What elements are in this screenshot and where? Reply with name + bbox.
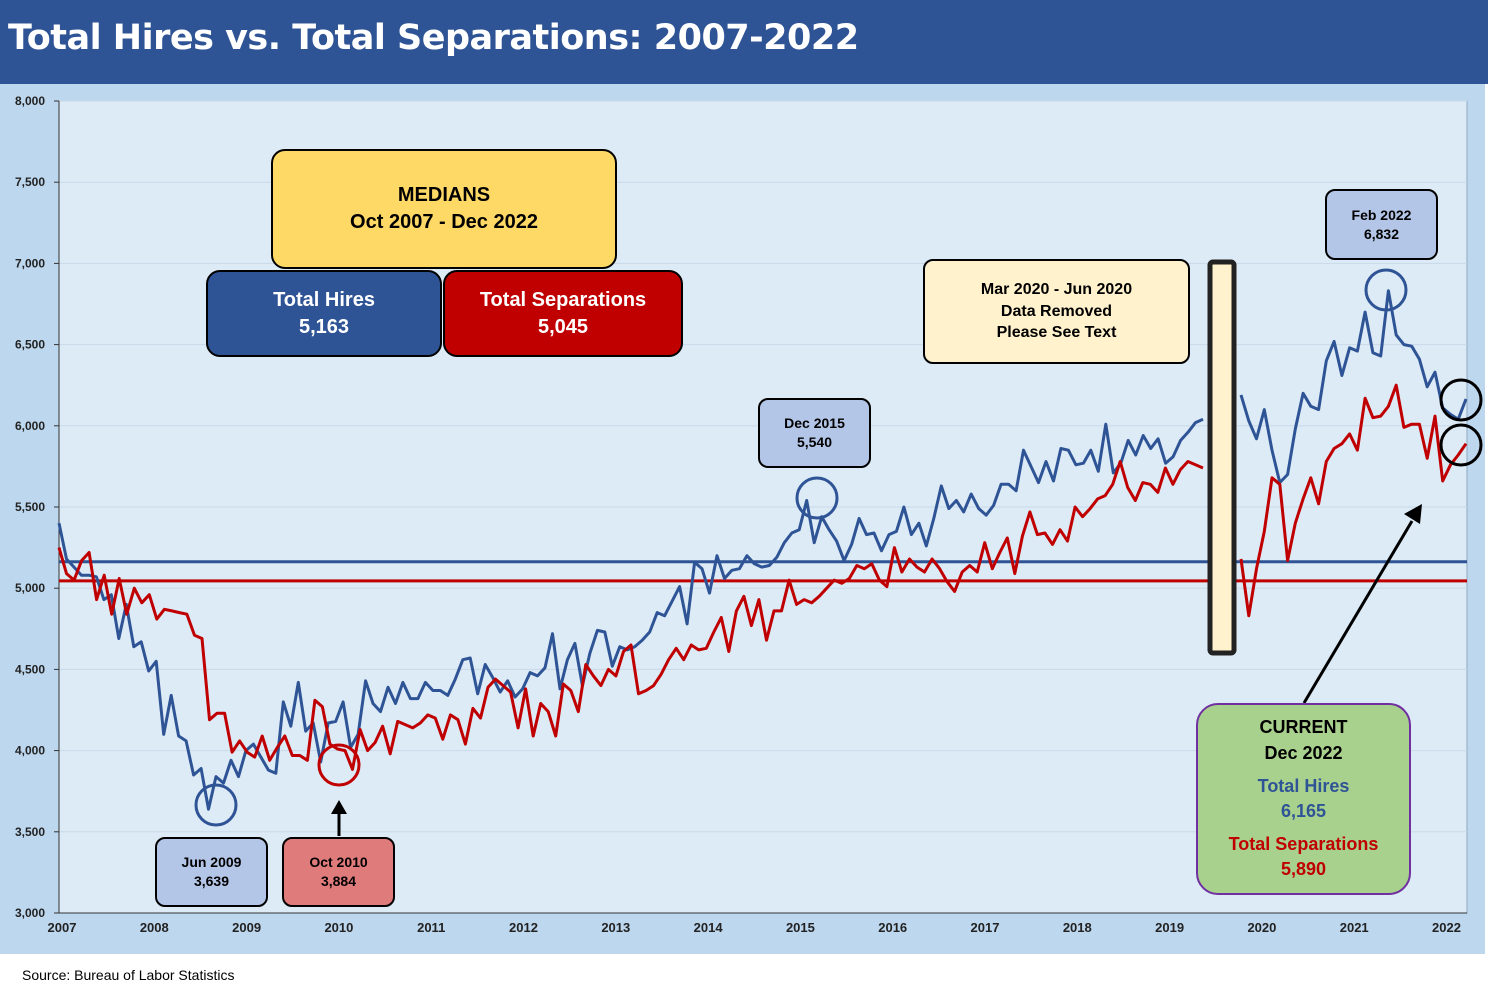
y-tick-label: 3,500 <box>15 825 45 839</box>
callout-dec-2015: Dec 2015 5,540 <box>758 398 871 468</box>
median-hires-label: Total Hires <box>273 288 375 311</box>
x-tick-label: 2010 <box>324 920 353 935</box>
gap-note-line1: Mar 2020 - Jun 2020 <box>980 281 1133 299</box>
x-tick-label: 2012 <box>509 920 538 935</box>
separations-line-segment <box>1239 383 1468 618</box>
highlight-circle-feb-2022 <box>1364 268 1408 312</box>
callout-jun-2009-value: 3,639 <box>193 873 230 889</box>
gap-note-line3: Please See Text <box>996 324 1117 342</box>
current-title: CURRENT <box>1259 717 1348 738</box>
median-hires-value: 5,163 <box>298 315 350 338</box>
callout-oct-2010: Oct 2010 3,884 <box>282 837 395 907</box>
gap-note-line2: Data Removed <box>1000 302 1113 320</box>
median-separations-value: 5,045 <box>537 315 589 338</box>
hires-line-segment <box>1239 289 1468 485</box>
gap-note-box: Mar 2020 - Jun 2020 Data Removed Please … <box>923 259 1190 364</box>
x-tick-label: 2017 <box>971 920 1000 935</box>
highlight-circle-current-separations <box>1439 423 1483 467</box>
y-tick-label: 6,000 <box>15 419 45 433</box>
x-tick-label: 2019 <box>1155 920 1184 935</box>
callout-dec-2015-value: 5,540 <box>796 434 833 450</box>
arrow-current-shaft <box>1302 520 1414 704</box>
x-tick-label: 2008 <box>140 920 169 935</box>
x-tick-label: 2007 <box>48 920 77 935</box>
x-tick-label: 2009 <box>232 920 261 935</box>
x-tick-label: 2015 <box>786 920 815 935</box>
y-tick-label: 5,000 <box>15 581 45 595</box>
x-tick-label: 2011 <box>417 920 445 935</box>
x-tick-label: 2018 <box>1063 920 1092 935</box>
current-hires-label: Total Hires <box>1257 775 1350 796</box>
median-separations-box: Total Separations 5,045 <box>443 270 683 357</box>
callout-oct-2010-date: Oct 2010 <box>309 854 368 871</box>
y-tick-label: 4,500 <box>15 662 45 676</box>
current-hires-value: 6,165 <box>1280 801 1327 821</box>
medians-box: MEDIANS Oct 2007 - Dec 2022 <box>271 149 617 269</box>
callout-dec-2015-date: Dec 2015 <box>784 415 845 432</box>
x-tick-label: 2016 <box>878 920 907 935</box>
y-tick-label: 5,500 <box>15 500 45 514</box>
separations-line-segment <box>57 460 1204 771</box>
current-box: CURRENT Dec 2022 Total Hires 6,165 Total… <box>1196 703 1411 895</box>
highlight-circle-oct-2010 <box>317 743 361 787</box>
callout-jun-2009: Jun 2009 3,639 <box>155 837 268 907</box>
callout-oct-2010-value: 3,884 <box>320 873 357 889</box>
callout-jun-2009-date: Jun 2009 <box>181 854 242 871</box>
callout-feb-2022-date: Feb 2022 <box>1351 206 1412 223</box>
highlight-circle-jun-2009 <box>194 783 238 827</box>
arrow-oct-2010-head <box>331 800 347 814</box>
current-separations-label: Total Separations <box>1228 834 1379 855</box>
x-tick-label: 2021 <box>1340 920 1369 935</box>
y-tick-label: 3,000 <box>15 906 45 920</box>
median-hires-box: Total Hires 5,163 <box>206 270 442 357</box>
current-separations-value: 5,890 <box>1280 859 1327 880</box>
y-tick-label: 8,000 <box>15 94 45 108</box>
title-bar: Total Hires vs. Total Separations: 2007-… <box>0 0 1488 84</box>
median-separations-label: Total Separations <box>479 288 647 311</box>
x-tick-label: 2013 <box>601 920 630 935</box>
arrow-current-head <box>1404 504 1422 524</box>
medians-period: Oct 2007 - Dec 2022 <box>350 211 538 233</box>
current-date: Dec 2022 <box>1264 742 1343 763</box>
callout-feb-2022-value: 6,832 <box>1363 225 1400 242</box>
chart-panel: 3,000 3,500 4,000 4,500 5,000 5,500 6,000 6,500… <box>0 84 1485 954</box>
medians-title: MEDIANS <box>397 184 491 206</box>
x-tick-label: 2014 <box>694 920 724 935</box>
source-note: Source: Bureau of Labor Statistics <box>22 967 235 983</box>
highlight-circle-current-hires <box>1439 378 1483 422</box>
x-tick-label: 2020 <box>1247 920 1276 935</box>
y-tick-label: 4,000 <box>15 744 45 758</box>
y-tick-label: 7,500 <box>15 175 45 189</box>
y-tick-label: 7,000 <box>15 256 45 270</box>
x-tick-label: 2022 <box>1432 920 1461 935</box>
callout-feb-2022: Feb 2022 6,832 <box>1325 189 1438 260</box>
gap-marker-bar <box>1207 259 1237 656</box>
highlight-circle-dec-2015 <box>795 476 839 520</box>
y-tick-label: 6,500 <box>15 338 45 352</box>
chart-title: Total Hires vs. Total Separations: 2007-… <box>8 18 859 58</box>
